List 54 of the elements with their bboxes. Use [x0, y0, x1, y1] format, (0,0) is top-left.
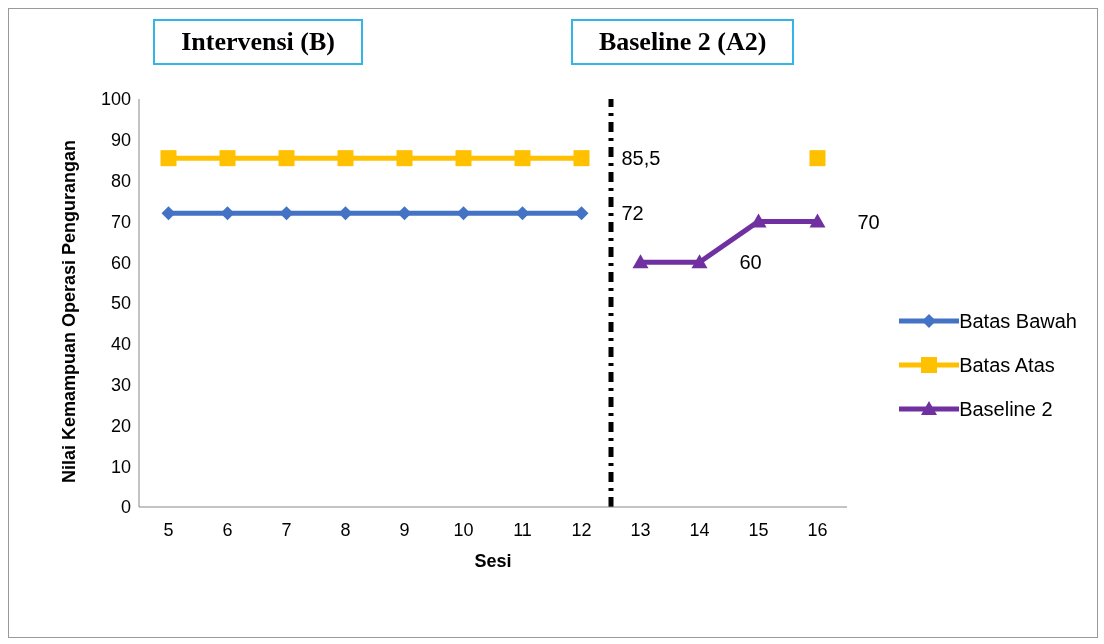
y-tick-label: 70 [110, 211, 131, 232]
legend-label: Batas Atas [959, 353, 1055, 377]
y-tick-label: 60 [110, 252, 131, 273]
x-tick-label: 12 [571, 519, 592, 540]
annotation: 60 [739, 251, 762, 274]
point [160, 150, 177, 167]
x-tick-label: 9 [399, 519, 410, 540]
x-tick-label: 15 [748, 519, 769, 540]
point [632, 254, 649, 269]
y-axis-title: Nilai Kemampuan Operasi Pengurangan [59, 139, 80, 483]
point [220, 206, 235, 221]
x-tick-label: 14 [689, 519, 710, 540]
text: Baseline 2 (A2) [570, 19, 795, 65]
point [691, 254, 708, 269]
text: Intervensi (B) [153, 19, 363, 65]
point [455, 150, 472, 167]
y-tick-label: 80 [110, 170, 131, 191]
point [161, 206, 176, 221]
point [279, 206, 294, 221]
point [396, 150, 413, 167]
point [337, 150, 354, 167]
x-axis-title: Sesi [474, 551, 512, 571]
y-tick-label: 100 [100, 89, 131, 110]
point [574, 206, 589, 221]
point [514, 150, 531, 167]
point [515, 206, 530, 221]
x-tick-label: 11 [513, 519, 532, 540]
y-tick-label: 50 [110, 293, 131, 314]
y-tick-label: 90 [110, 130, 131, 151]
x-tick-label: 16 [807, 519, 828, 540]
x-tick-label: 10 [453, 519, 474, 540]
y-tick-label: 40 [110, 334, 131, 355]
y-tick-label: 20 [110, 415, 131, 436]
x-tick-label: 5 [163, 519, 174, 540]
annotation: 72 [621, 202, 644, 225]
point [809, 150, 826, 167]
point [278, 150, 295, 167]
x-tick-label: 8 [340, 519, 351, 540]
y-tick-label: 0 [120, 497, 131, 518]
point [338, 206, 353, 221]
x-tick-label: 6 [222, 519, 233, 540]
annotation: 70 [857, 210, 880, 233]
y-tick-label: 10 [110, 456, 131, 477]
annotation: 85,5 [621, 147, 661, 170]
point [397, 206, 412, 221]
legend-label: Baseline 2 [959, 397, 1053, 421]
point [219, 150, 236, 167]
legend-label: Batas Bawah [959, 309, 1077, 333]
y-tick-label: 30 [110, 374, 131, 395]
point [573, 150, 590, 167]
x-tick-label: 7 [281, 519, 292, 540]
x-tick-label: 13 [630, 519, 651, 540]
point [809, 213, 826, 228]
point [456, 206, 471, 221]
